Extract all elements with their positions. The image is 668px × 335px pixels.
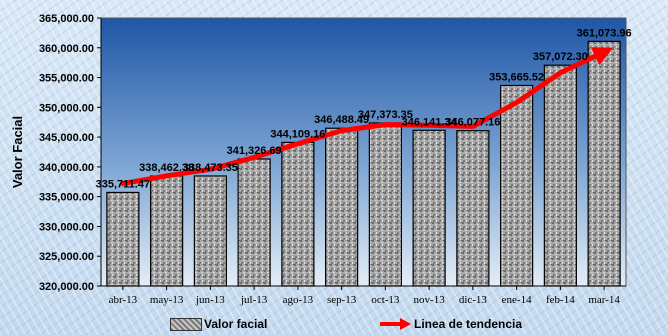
legend-item-bars: Valor facial: [170, 316, 267, 332]
data-label: 357,072.30: [533, 51, 588, 63]
bar: [413, 130, 445, 286]
bar: [501, 86, 533, 286]
y-tick-label: 335,000.00: [39, 192, 94, 204]
y-tick-label: 365,000.00: [39, 13, 94, 25]
x-tick-label: sep-13: [327, 294, 357, 306]
y-tick-label: 340,000.00: [39, 162, 94, 174]
data-label: 361,073.96: [577, 27, 632, 39]
x-tick-label: mar-14: [588, 294, 620, 306]
x-tick-label: may-13: [150, 294, 184, 306]
y-tick-label: 360,000.00: [39, 43, 94, 55]
x-tick-label: feb-14: [546, 294, 575, 306]
bar: [238, 159, 270, 286]
data-label: 341,326.69: [227, 145, 282, 157]
y-tick-label: 350,000.00: [39, 102, 94, 114]
legend-label-bars: Valor facial: [204, 317, 267, 331]
bar: [369, 123, 401, 286]
legend-swatch-trend: [378, 317, 412, 331]
data-label: 346,077.16: [445, 117, 500, 129]
x-tick-label: oct-13: [371, 294, 400, 306]
y-tick-label: 330,000.00: [39, 221, 94, 233]
legend-label-trend: Linea de tendencia: [414, 317, 522, 331]
bar: [457, 131, 489, 286]
y-tick-label: 325,000.00: [39, 251, 94, 263]
bar: [194, 176, 226, 286]
y-tick-label: 320,000.00: [39, 281, 94, 293]
x-tick-label: jun-13: [195, 294, 225, 306]
x-tick-label: ago-13: [283, 294, 314, 306]
y-tick-label: 355,000.00: [39, 73, 94, 85]
y-axis-title: Valor Facial: [10, 116, 25, 188]
bar: [326, 128, 358, 286]
legend-item-trend: Linea de tendencia: [378, 316, 522, 332]
y-tick-label: 345,000.00: [39, 132, 94, 144]
data-label: 338,473.35: [183, 162, 238, 174]
bar: [107, 192, 139, 286]
bar: [588, 41, 620, 286]
x-tick-label: dic-13: [459, 294, 488, 306]
x-tick-label: nov-13: [414, 294, 446, 306]
x-tick-label: ene-14: [502, 294, 532, 306]
bar: [282, 142, 314, 286]
bar: [544, 65, 576, 286]
legend-swatch-bars: [170, 318, 202, 331]
x-tick-label: jul-13: [240, 294, 268, 306]
data-label: 335,711.47: [96, 178, 150, 190]
data-label: 344,109.16: [270, 128, 325, 140]
bar: [151, 176, 183, 286]
data-label: 353,665.52: [489, 72, 544, 84]
x-tick-label: abr-13: [109, 294, 138, 306]
